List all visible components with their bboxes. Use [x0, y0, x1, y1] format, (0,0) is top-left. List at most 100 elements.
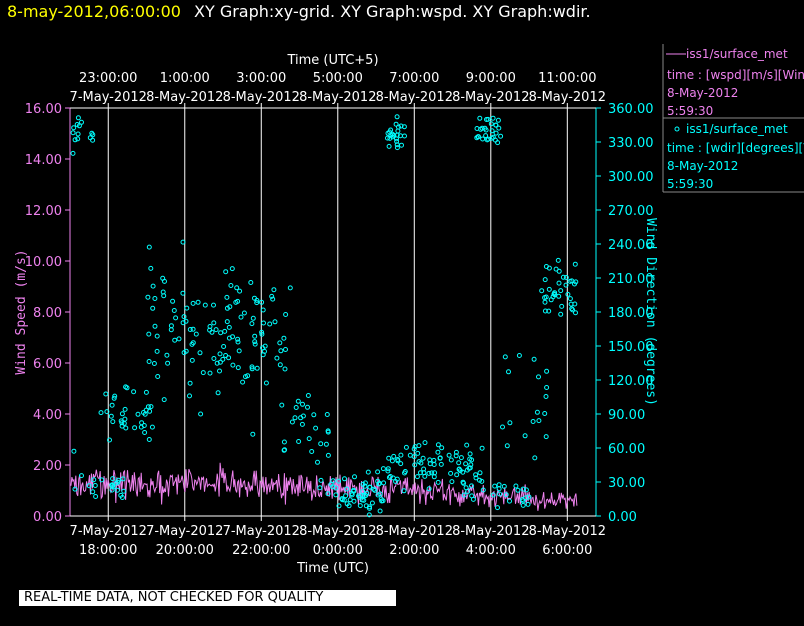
wind-direction-point — [351, 487, 356, 493]
wind-direction-point — [360, 489, 366, 494]
wind-direction-point — [493, 130, 499, 136]
wind-direction-point — [366, 512, 372, 518]
wind-direction-point — [187, 327, 193, 332]
wind-direction-point — [388, 127, 394, 133]
wind-direction-point — [299, 421, 305, 427]
wind-direction-point — [483, 127, 489, 133]
wind-direction-point — [385, 466, 391, 472]
wind-direction-point — [333, 485, 339, 491]
wind-direction-point — [318, 441, 324, 447]
wind-direction-point — [516, 353, 522, 358]
top-tick-date: 8-May-2012 — [299, 90, 376, 105]
top-tick-time: 11:00:00 — [538, 71, 596, 86]
wind-direction-point — [364, 490, 370, 496]
wind-direction-point — [480, 487, 486, 493]
quality-disclaimer: REAL-TIME DATA, NOT CHECKED FOR QUALITY — [19, 590, 396, 606]
wind-direction-point — [263, 380, 269, 386]
x-axis-label-top: Time (UTC+5) — [286, 53, 378, 68]
wind-direction-point — [238, 314, 244, 320]
wind-direction-point — [530, 419, 536, 424]
wind-direction-point — [252, 341, 258, 347]
wind-direction-point — [236, 348, 242, 354]
wind-direction-point — [283, 312, 289, 317]
wind-direction-point — [555, 257, 561, 263]
bottom-tick-date: 7-May-2012 — [223, 524, 300, 539]
wind-direction-point — [542, 299, 548, 305]
wind-direction-point — [493, 122, 499, 128]
wind-direction-point — [98, 410, 104, 416]
wind-direction-point — [305, 404, 310, 410]
wind-direction-point — [223, 269, 229, 275]
wind-direction-point — [118, 418, 124, 424]
wind-direction-point — [146, 437, 152, 442]
wind-direction-point — [544, 385, 550, 390]
wind-direction-point — [573, 310, 578, 316]
wind-direction-point — [513, 483, 519, 489]
wind-direction-point — [399, 142, 404, 148]
wind-direction-point — [398, 461, 404, 467]
wind-direction-point — [394, 114, 400, 120]
wind-direction-point — [269, 293, 275, 299]
wind-direction-point — [469, 457, 475, 463]
wind-direction-point — [75, 115, 81, 121]
bottom-tick-date: 8-May-2012 — [299, 524, 376, 539]
wind-direction-point — [484, 137, 490, 143]
wind-direction-point — [86, 483, 92, 489]
wind-direction-point — [260, 352, 266, 358]
wind-direction-point — [420, 455, 426, 461]
wind-direction-point — [146, 359, 152, 364]
wind-direction-point — [171, 308, 177, 313]
wind-direction-point — [386, 143, 392, 149]
wind-direction-point — [448, 470, 454, 476]
bottom-tick-time: 4:00:00 — [466, 543, 516, 558]
wind-direction-point — [109, 402, 115, 408]
wind-direction-point — [351, 498, 357, 504]
wind-direction-point — [224, 294, 230, 300]
wind-direction-point — [339, 496, 345, 502]
wind-direction-point — [401, 488, 407, 494]
wind-direction-point — [150, 283, 156, 289]
wind-direction-point — [490, 134, 496, 140]
wind-direction-point — [385, 468, 391, 474]
legend-speed-date: 8-May-2012 — [667, 86, 738, 100]
wind-direction-point — [388, 132, 394, 138]
wind-direction-point — [313, 425, 319, 431]
wind-direction-point — [281, 335, 287, 341]
wind-direction-point — [503, 492, 509, 498]
wind-direction-point — [407, 452, 413, 458]
wind-direction-point — [252, 295, 257, 301]
top-tick-date: 8-May-2012 — [223, 90, 300, 105]
wind-direction-point — [458, 455, 464, 461]
wind-direction-point — [543, 294, 549, 300]
wind-direction-point — [542, 277, 548, 283]
wind-direction-point — [254, 300, 260, 306]
wind-direction-point — [142, 430, 148, 435]
wind-direction-point — [180, 320, 186, 326]
wind-direction-point — [492, 483, 498, 489]
wind-direction-point — [145, 294, 151, 300]
left-tick-label: 8.00 — [33, 306, 62, 321]
wind-direction-point — [295, 398, 301, 404]
wind-direction-point — [543, 434, 549, 440]
wind-direction-point — [395, 457, 401, 462]
wind-direction-point — [336, 478, 342, 484]
wind-direction-point — [176, 336, 182, 342]
wind-direction-point — [402, 133, 407, 139]
wind-speed-line — [70, 462, 578, 511]
right-tick-label: 150.00 — [608, 340, 654, 355]
bottom-tick-time: 22:00:00 — [232, 543, 290, 558]
wind-direction-point — [572, 261, 578, 267]
wind-direction-point — [456, 460, 462, 466]
wind-direction-point — [233, 299, 239, 305]
wind-direction-point — [546, 286, 552, 292]
wind-direction-point — [222, 328, 228, 334]
wind-direction-point — [391, 453, 397, 459]
wind-direction-point — [397, 133, 403, 139]
wind-direction-point — [563, 282, 569, 288]
wind-direction-point — [109, 483, 115, 489]
wind-direction-point — [243, 374, 248, 380]
wind-direction-point — [92, 483, 98, 488]
y-axis-label-right: Wind Direction (degrees) — [643, 218, 658, 406]
wind-direction-point — [412, 462, 418, 468]
wind-direction-point — [453, 449, 459, 455]
